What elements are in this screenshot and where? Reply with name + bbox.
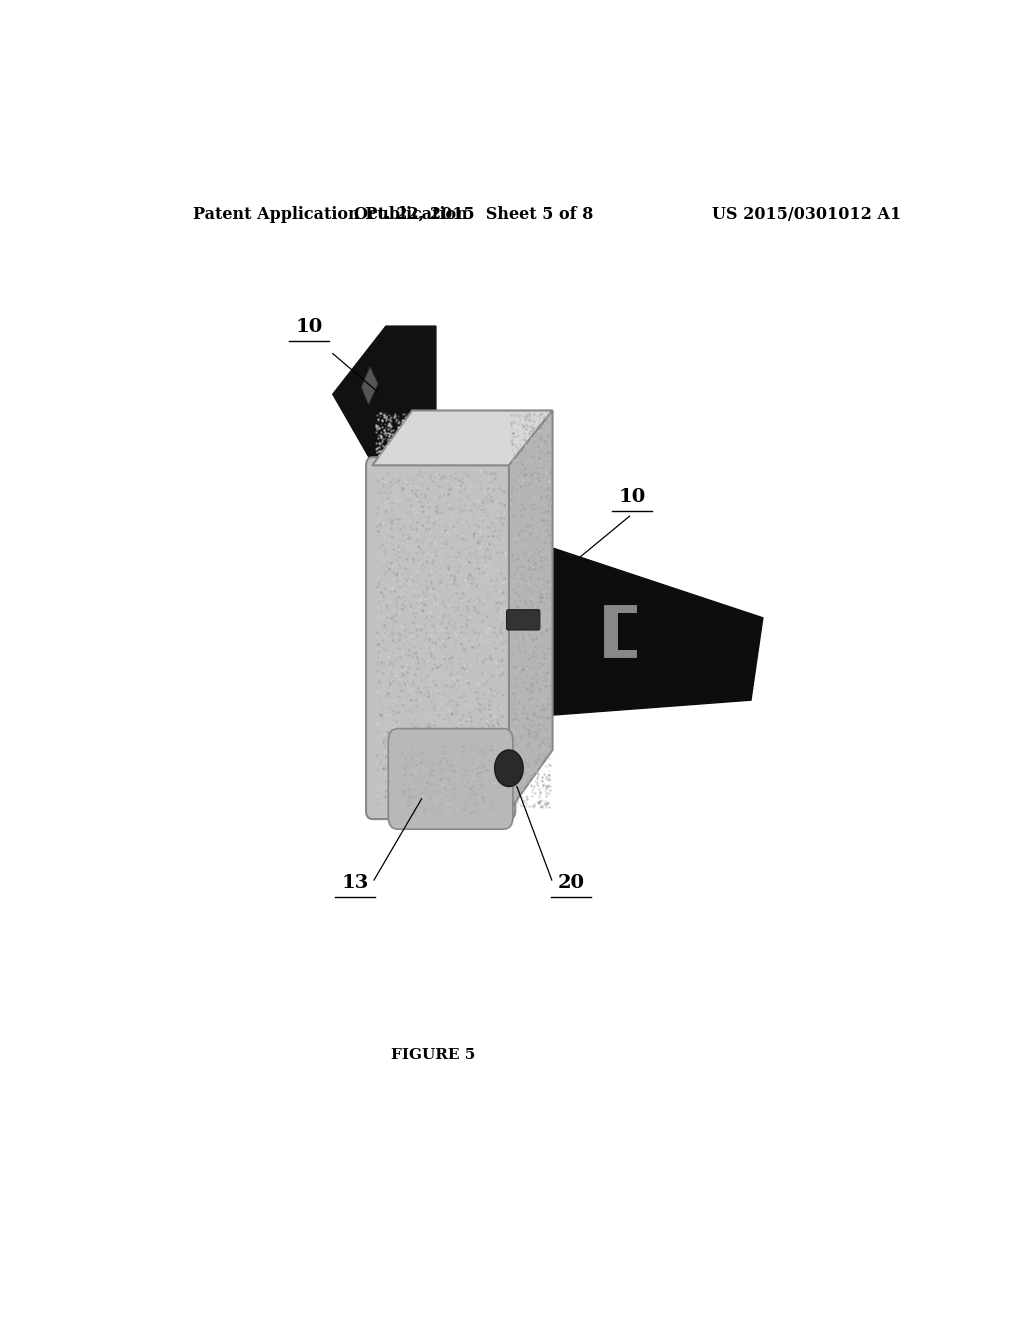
Text: 20: 20 [557, 874, 585, 892]
FancyBboxPatch shape [388, 729, 513, 829]
Polygon shape [333, 326, 436, 463]
FancyBboxPatch shape [367, 457, 515, 818]
Text: 10: 10 [618, 488, 645, 506]
Polygon shape [517, 546, 763, 715]
Text: Patent Application Publication: Patent Application Publication [194, 206, 468, 223]
Polygon shape [361, 367, 378, 404]
Polygon shape [618, 612, 638, 649]
Text: 10: 10 [295, 318, 323, 337]
Text: 13: 13 [341, 874, 369, 892]
Polygon shape [373, 411, 553, 466]
FancyBboxPatch shape [507, 610, 540, 630]
Polygon shape [509, 411, 553, 810]
Text: US 2015/0301012 A1: US 2015/0301012 A1 [712, 206, 901, 223]
Text: Oct. 22, 2015  Sheet 5 of 8: Oct. 22, 2015 Sheet 5 of 8 [353, 206, 593, 223]
Polygon shape [604, 605, 636, 657]
Text: FIGURE 5: FIGURE 5 [391, 1048, 476, 1061]
Circle shape [495, 750, 523, 787]
